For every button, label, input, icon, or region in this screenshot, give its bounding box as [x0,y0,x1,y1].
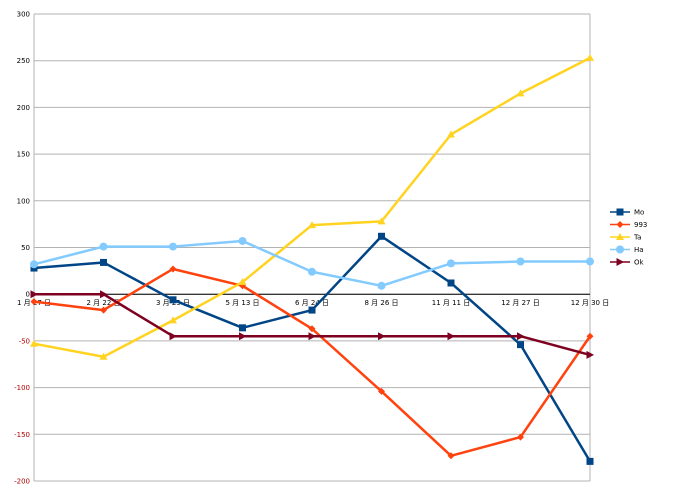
series-Mo [30,232,594,465]
data-point [308,267,316,276]
data-point [169,265,177,273]
y-tick-label: -50 [19,337,30,345]
data-point [238,236,247,245]
series-Ok [30,290,594,359]
data-point [308,221,316,229]
y-tick-label: 100 [17,197,30,205]
data-point [30,298,38,306]
data-point [447,332,455,341]
legend-item: Ha [610,245,644,254]
y-tick-label: -100 [14,384,30,392]
y-tick-label: 250 [17,57,30,65]
data-point [517,332,525,341]
x-tick-label: 8 月 26 日 [364,299,398,307]
legend-item: Ta [610,233,641,242]
x-tick-label: 6 月 24 日 [295,299,329,307]
data-point [377,217,386,225]
data-point [517,341,524,349]
data-point [308,325,316,333]
x-tick-label: 5 月 13 日 [225,299,259,307]
y-tick-label: 150 [17,151,30,159]
data-point [586,257,594,266]
y-tick-label: 300 [17,11,30,19]
legend-label: 993 [634,221,647,229]
data-point [377,281,386,290]
series-group [30,53,594,465]
y-axis-ticks: 300 250 200 150 100 50 0 -50 -100 -150 -200 [14,11,30,486]
data-point [100,306,107,314]
legend-marker [616,221,624,228]
data-point [447,259,455,268]
legend-marker [616,233,624,240]
y-tick-label: -200 [14,478,30,486]
legend-item: Ok [610,258,645,267]
data-point [169,242,177,251]
data-point [239,332,247,341]
data-point [516,89,525,97]
legend-label: Mo [634,209,644,217]
data-point [169,296,177,304]
data-point [308,306,316,314]
data-point [30,339,38,347]
data-point [378,232,385,240]
x-tick-label: 12 月 27 日 [501,299,540,307]
data-point [100,290,108,299]
legend-marker [616,208,624,216]
data-point [30,290,38,299]
data-point [517,433,524,441]
data-point [447,452,455,460]
series-line [33,267,592,458]
legend-label: Ta [633,234,641,242]
data-point [586,53,594,61]
legend-item: Mo [610,208,644,217]
data-point [586,350,594,359]
data-point [447,130,455,138]
data-point [169,332,177,341]
legend-label: Ok [634,259,645,267]
legend-label: Ha [634,246,644,254]
data-point [30,260,38,269]
data-point [99,352,108,360]
data-point [447,279,455,287]
data-point [378,332,386,341]
series-Ha [30,236,594,290]
y-tick-label: 50 [21,244,30,252]
x-tick-label: 11 月 11 日 [432,299,471,307]
series-Ta [30,53,594,360]
x-tick-label: 2 月 22 日 [86,299,120,307]
data-point [239,324,246,332]
x-tick-label: 12 月 30 日 [571,299,610,307]
data-point [100,258,107,266]
data-point [586,332,594,340]
legend-marker [616,258,624,266]
y-tick-label: 0 [26,291,30,299]
data-point [99,242,108,251]
y-tick-label: 200 [17,104,30,112]
legend: Mo 993 Ta Ha Ok [610,208,647,267]
y-tick-label: -150 [14,431,30,439]
legend-marker [616,245,624,254]
data-point [169,316,177,324]
x-axis-ticks: 1 月 27 日2 月 22 日3 月 25 日5 月 13 日6 月 24 日… [17,299,609,307]
data-point [586,457,594,465]
data-point [378,387,385,395]
legend-item: 993 [610,221,647,229]
data-point [308,332,316,341]
data-point [238,278,247,286]
data-point [516,257,525,266]
